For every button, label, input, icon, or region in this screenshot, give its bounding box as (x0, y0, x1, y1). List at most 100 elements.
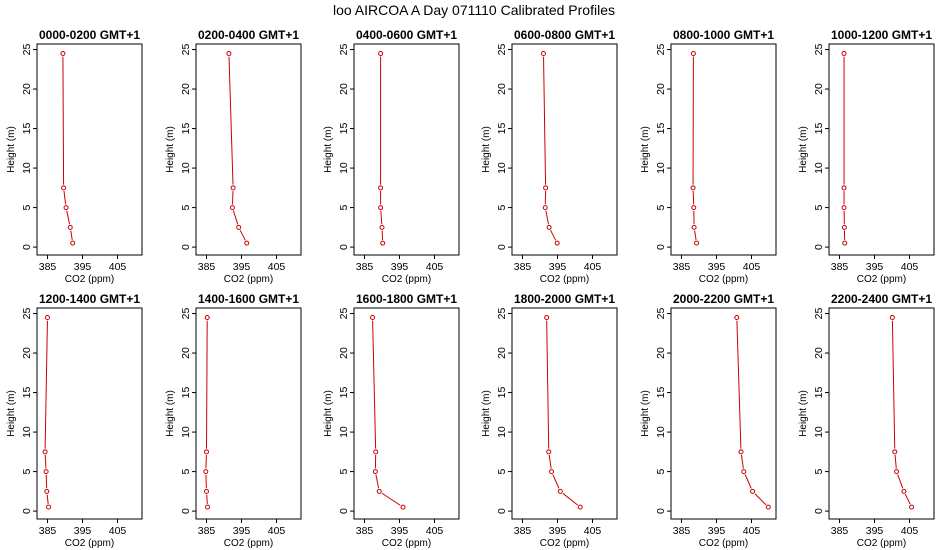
data-point (230, 185, 236, 191)
x-tick-label: 395 (233, 261, 251, 273)
series-line-segment (562, 492, 579, 506)
panel-title: 2200-2400 GMT+1 (831, 292, 932, 306)
series-line-segment (744, 474, 752, 489)
y-tick-label: 0 (496, 244, 508, 250)
x-tick-label: 405 (584, 525, 602, 537)
x-axis-label: CO2 (ppm) (857, 274, 906, 285)
data-point (45, 314, 50, 320)
x-tick-label: 405 (109, 525, 127, 537)
panel: 1600-1800 GMT+1 385 395 405 0 5 10 15 20 25 CO2 (p… (323, 292, 460, 549)
data-point (380, 240, 386, 246)
x-axis-label: CO2 (ppm) (65, 538, 114, 549)
y-tick-label: 25 (496, 44, 508, 56)
y-tick-label: 20 (813, 83, 825, 95)
y-tick-label: 10 (338, 426, 350, 438)
y-tick-label: 25 (21, 308, 33, 320)
y-tick-label: 10 (180, 426, 192, 438)
panel-title: 1000-1200 GMT+1 (831, 28, 932, 42)
y-tick-label: 20 (655, 83, 667, 95)
y-tick-label: 15 (813, 123, 825, 135)
panel-title: 0800-1000 GMT+1 (673, 28, 774, 42)
data-point (841, 205, 847, 211)
data-point (378, 185, 384, 191)
panel: 0600-0800 GMT+1 385 395 405 0 5 10 15 20 25 CO2 (p… (481, 28, 618, 285)
y-tick-label: 15 (496, 387, 508, 399)
panels-grid: 0000-0200 GMT+1 385 395 405 0 5 10 15 20 25 CO2 (p… (6, 28, 935, 549)
y-tick-label: 0 (813, 244, 825, 250)
plot-frame (353, 307, 460, 520)
series-line-segment (904, 493, 911, 505)
data-point (554, 240, 560, 246)
x-tick-label: 395 (549, 261, 567, 273)
series-line-segment (754, 493, 767, 506)
x-tick-label: 385 (514, 261, 532, 273)
y-tick-label: 5 (21, 205, 33, 211)
y-axis-label: Height (m) (481, 390, 492, 437)
x-tick-label: 385 (356, 261, 374, 273)
data-point (690, 50, 696, 56)
panel-title: 0200-0400 GMT+1 (198, 28, 299, 42)
data-point (765, 504, 771, 510)
series-line-segment (66, 210, 71, 225)
data-point (842, 240, 848, 246)
data-point (370, 314, 376, 320)
y-tick-label: 10 (655, 162, 667, 174)
data-point (43, 469, 49, 475)
plot-frame (670, 43, 777, 256)
y-tick-label: 5 (496, 469, 508, 475)
y-tick-label: 5 (338, 469, 350, 475)
y-tick-label: 10 (496, 162, 508, 174)
data-point (378, 205, 384, 211)
y-tick-label: 20 (813, 347, 825, 359)
y-axis-label: Height (m) (165, 126, 176, 173)
y-axis-label: Height (m) (798, 126, 809, 173)
data-point (892, 449, 898, 455)
y-tick-label: 15 (180, 387, 192, 399)
data-point (557, 488, 563, 494)
y-tick-label: 20 (21, 347, 33, 359)
y-axis-label: Height (m) (323, 126, 334, 173)
series-line-segment (694, 230, 697, 241)
series-line-segment (375, 474, 380, 489)
x-tick-label: 405 (426, 261, 444, 273)
y-tick-label: 10 (655, 426, 667, 438)
x-tick-label: 385 (39, 261, 57, 273)
data-point (203, 469, 209, 475)
x-tick-label: 395 (233, 525, 251, 537)
y-tick-label: 10 (21, 426, 33, 438)
x-axis-label: CO2 (ppm) (224, 538, 273, 549)
series-line-segment (740, 454, 744, 469)
panel: 0200-0400 GMT+1 385 395 405 0 5 10 15 20 25 CO2 (p… (165, 28, 302, 285)
x-tick-label: 405 (584, 261, 602, 273)
data-point (841, 224, 847, 230)
y-axis-label: Height (m) (6, 390, 17, 437)
panel-title: 1200-1400 GMT+1 (39, 292, 140, 306)
data-point (373, 449, 379, 455)
y-tick-label: 15 (180, 123, 192, 135)
y-axis-label: Height (m) (640, 390, 651, 437)
x-tick-label: 395 (391, 261, 409, 273)
data-point (889, 314, 895, 320)
x-axis-label: CO2 (ppm) (540, 538, 589, 549)
y-tick-label: 10 (813, 162, 825, 174)
y-tick-label: 20 (496, 347, 508, 359)
series-line-segment (552, 474, 560, 489)
data-point (204, 449, 209, 455)
y-tick-label: 25 (496, 308, 508, 320)
y-tick-label: 0 (180, 508, 192, 514)
y-tick-label: 5 (338, 205, 350, 211)
data-point (546, 224, 552, 230)
x-axis-label: CO2 (ppm) (65, 274, 114, 285)
y-tick-label: 0 (496, 508, 508, 514)
y-tick-label: 25 (813, 308, 825, 320)
panel-title: 1400-1600 GMT+1 (198, 292, 299, 306)
data-point (205, 504, 211, 510)
y-tick-label: 20 (338, 347, 350, 359)
x-tick-label: 405 (426, 525, 444, 537)
panel: 2200-2400 GMT+1 385 395 405 0 5 10 15 20 25 CO2 (p… (798, 292, 935, 549)
y-tick-label: 20 (180, 83, 192, 95)
x-axis-label: CO2 (ppm) (699, 274, 748, 285)
y-tick-label: 20 (655, 347, 667, 359)
data-point (750, 488, 756, 494)
y-tick-label: 0 (338, 508, 350, 514)
